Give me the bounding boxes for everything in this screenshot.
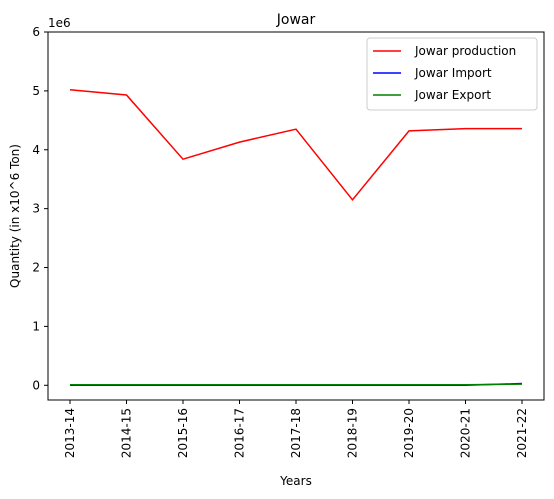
y-tick-label: 3 <box>32 202 40 216</box>
y-axis-label: Quantity (in x10^6 Ton) <box>8 144 22 288</box>
x-tick-label: 2014-15 <box>120 408 134 458</box>
y-tick-label: 6 <box>32 25 40 39</box>
series-line-1 <box>69 88 522 201</box>
legend-label: Jowar Import <box>414 66 492 80</box>
x-tick-label: 2019-20 <box>402 408 416 458</box>
x-tick-label: 2020-21 <box>459 408 473 458</box>
legend-box <box>366 37 538 111</box>
y-tick-label: 2 <box>32 261 40 275</box>
y-tick-label: 4 <box>32 143 40 157</box>
legend-label: Jowar Export <box>414 88 491 102</box>
legend-label: Jowar production <box>414 44 516 58</box>
series-line-3 <box>70 383 523 386</box>
x-tick-label: 2018-19 <box>346 408 360 458</box>
y-tick-label: 0 <box>32 378 40 392</box>
y-scale-label: 1e6 <box>48 16 71 30</box>
plot-area <box>69 88 523 387</box>
legend: Jowar production Jowar Import Jowar Export <box>366 37 538 111</box>
x-tick-label: 2017-18 <box>289 408 303 458</box>
x-tick-label: 2015-16 <box>176 408 190 458</box>
x-axis-label: Years <box>279 474 312 488</box>
x-tick-label: 2013-14 <box>63 408 77 458</box>
chart-title: Jowar <box>276 12 316 28</box>
x-tick-label: 2021-22 <box>515 408 529 458</box>
y-tick-label: 5 <box>32 84 40 98</box>
y-tick-label: 1 <box>32 319 40 333</box>
x-axis: 2013-14 2014-15 2015-16 2016-17 2017-18 2018-… <box>63 400 529 458</box>
y-axis: 0 1 2 3 4 5 6 <box>32 25 48 392</box>
x-tick-label: 2016-17 <box>233 408 247 458</box>
